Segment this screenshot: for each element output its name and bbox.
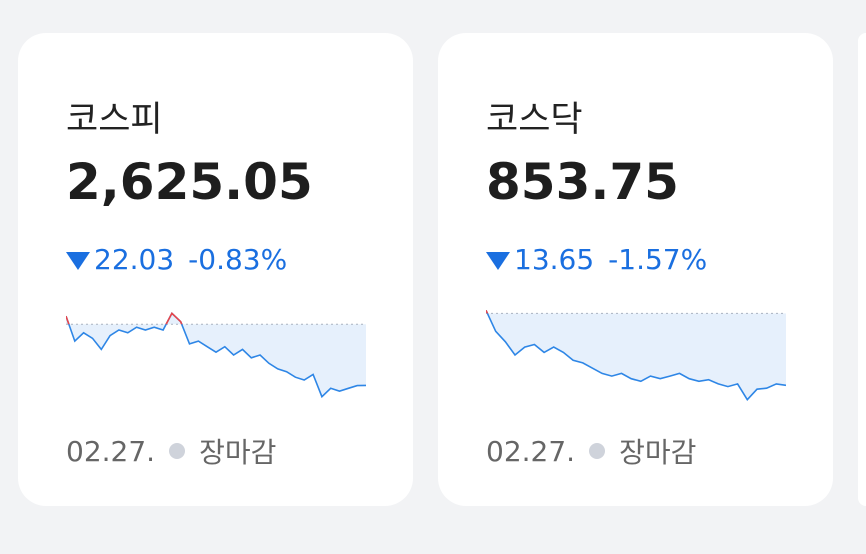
change-percent: -0.83% <box>188 243 288 276</box>
sparkline-area <box>486 310 786 400</box>
change-value: 13.65 <box>514 243 595 276</box>
next-card[interactable] <box>858 33 866 506</box>
index-card[interactable]: 코스피 2,625.05 22.03 -0.83% 02.27. 장마감 <box>18 33 413 506</box>
status-dot <box>169 443 186 459</box>
down-arrow-shape <box>66 251 90 270</box>
index-name: 코스닥 <box>486 100 583 140</box>
sparkline-line <box>66 311 366 399</box>
sparkline <box>486 309 786 402</box>
index-value: 853.75 <box>486 153 679 211</box>
index-card[interactable]: 코스닥 853.75 13.65 -1.57% 02.27. 장마감 <box>438 33 833 506</box>
status-row: 02.27. 장마감 <box>486 431 696 471</box>
market-status: 장마감 <box>199 436 277 469</box>
index-value: 2,625.05 <box>66 153 313 211</box>
status-dot <box>589 443 606 459</box>
down-arrow-shape <box>486 251 510 270</box>
change-percent: -1.57% <box>608 243 708 276</box>
change-row: 13.65 -1.57% <box>486 243 707 276</box>
change-row: 22.03 -0.83% <box>66 243 287 276</box>
sparkline <box>66 311 366 399</box>
status-row: 02.27. 장마감 <box>66 431 276 471</box>
down-arrow <box>486 251 510 270</box>
change-value: 22.03 <box>94 243 175 276</box>
sparkline-line <box>486 309 786 402</box>
date: 02.27. <box>486 434 576 468</box>
sparkline-area <box>66 313 366 397</box>
index-name: 코스피 <box>66 100 163 140</box>
date: 02.27. <box>66 434 156 468</box>
down-arrow <box>66 251 90 270</box>
market-status: 장마감 <box>619 436 697 469</box>
